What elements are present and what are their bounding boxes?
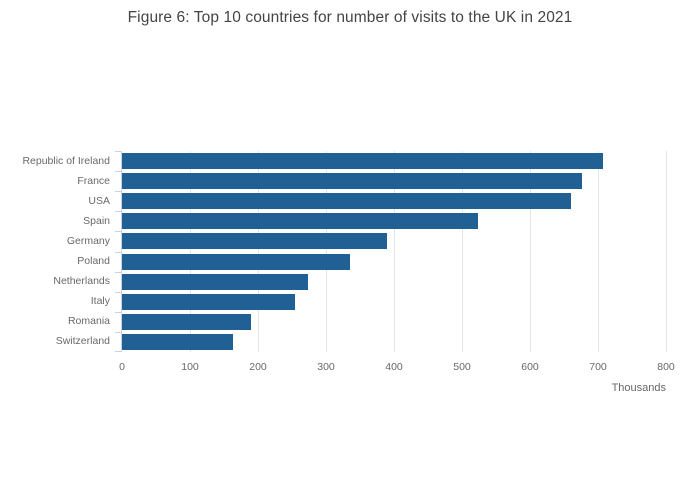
y-tick-label: USA	[88, 194, 110, 207]
y-axis-tick	[115, 351, 121, 352]
bar-poland	[122, 253, 350, 270]
bar-republic-of-ireland	[122, 153, 604, 170]
y-axis-tick	[115, 332, 121, 333]
bar-switzerland	[122, 333, 233, 350]
bar-france	[122, 173, 583, 190]
bar-romania	[122, 313, 251, 330]
y-tick-label: France	[77, 174, 110, 187]
x-axis-title: Thousands	[611, 382, 666, 394]
y-tick-label: Germany	[66, 234, 110, 247]
x-gridline-100	[189, 151, 191, 352]
y-tick-label: Poland	[77, 255, 110, 268]
x-gridline-800	[665, 151, 667, 352]
x-tick-label: 200	[249, 361, 267, 373]
x-tick-label: 500	[453, 361, 471, 373]
bar-usa	[122, 193, 572, 210]
y-tick-label: Romania	[67, 315, 110, 328]
x-gridline-400	[393, 151, 395, 352]
y-axis-tick	[115, 252, 121, 253]
x-tick-label: 400	[385, 361, 403, 373]
x-gridline-700	[597, 151, 599, 352]
y-axis-tick	[115, 272, 121, 273]
y-axis-tick	[115, 312, 121, 313]
y-axis-tick	[115, 191, 121, 192]
x-gridline-200	[257, 151, 259, 352]
x-gridline-600	[529, 151, 531, 352]
y-tick-label: Republic of Ireland	[22, 154, 110, 167]
x-tick-label: 100	[181, 361, 199, 373]
y-axis-tick	[115, 211, 121, 212]
y-tick-label: Spain	[83, 214, 110, 227]
y-axis-tick	[115, 171, 121, 172]
y-axis-tick	[115, 151, 121, 152]
y-axis-tick	[115, 231, 121, 232]
x-tick-label: 800	[657, 361, 675, 373]
x-tick-label: 0	[119, 361, 125, 373]
x-gridline-300	[325, 151, 327, 352]
bar-netherlands	[122, 273, 308, 290]
plot-area	[115, 151, 667, 352]
y-axis-tick	[115, 292, 121, 293]
y-tick-label: Netherlands	[53, 275, 110, 288]
x-tick-label: 600	[521, 361, 539, 373]
x-tick-label: 700	[589, 361, 607, 373]
x-gridline-500	[461, 151, 463, 352]
y-tick-label: Switzerland	[55, 335, 110, 348]
y-axis-line	[121, 151, 122, 352]
bar-spain	[122, 213, 479, 230]
chart-title: Figure 6: Top 10 countries for number of…	[127, 9, 573, 26]
x-tick-label: 300	[317, 361, 335, 373]
y-tick-label: Italy	[90, 295, 110, 308]
bar-germany	[122, 233, 388, 250]
bar-italy	[122, 293, 295, 310]
